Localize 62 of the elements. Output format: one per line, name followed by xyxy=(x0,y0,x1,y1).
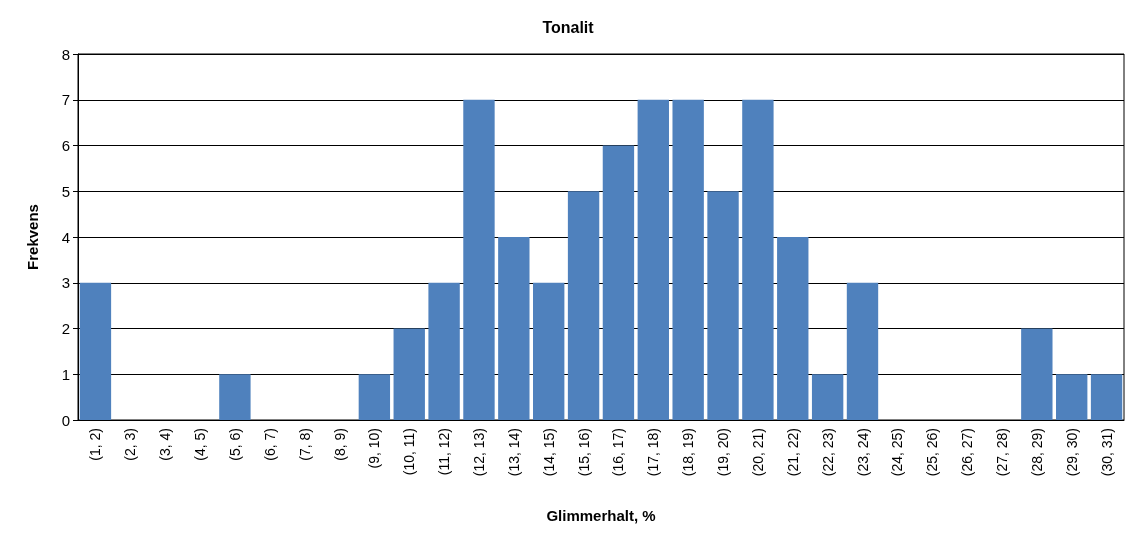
x-tick-label: (1, 2) xyxy=(87,428,104,461)
y-axis-title: Frekvens xyxy=(24,204,41,270)
bar xyxy=(811,374,844,420)
x-tick-label: (10, 11) xyxy=(401,428,418,476)
y-tick-label: 0 xyxy=(61,411,70,429)
bar xyxy=(1056,374,1088,420)
x-tick-label: (4, 5) xyxy=(192,428,209,461)
x-tick-label: (9, 10) xyxy=(366,428,383,469)
x-tick-label: (29, 30) xyxy=(1063,428,1080,477)
x-tick-label: (16, 17) xyxy=(610,428,627,477)
x-tick-label: (20, 21) xyxy=(749,428,766,477)
bar xyxy=(742,99,774,420)
x-tick-label: (8, 9) xyxy=(331,428,348,461)
bar xyxy=(777,237,809,420)
bar xyxy=(672,99,704,420)
x-tick-label: (13, 14) xyxy=(505,428,522,477)
x-tick-label: (30, 31) xyxy=(1098,428,1115,477)
x-tick-label: (19, 20) xyxy=(715,428,732,477)
bar xyxy=(1021,328,1053,420)
bar xyxy=(498,237,530,420)
x-tick-label: (28, 29) xyxy=(1028,428,1045,477)
x-tick-label: (26, 27) xyxy=(959,428,976,477)
y-tick-label: 8 xyxy=(61,45,70,63)
y-tick-label: 2 xyxy=(61,320,70,337)
x-tick-label: (3, 4) xyxy=(157,428,174,461)
bar xyxy=(393,328,425,420)
bar xyxy=(1090,374,1123,420)
bar xyxy=(602,145,635,420)
y-tick-label: 5 xyxy=(61,182,70,200)
y-tick-label: 7 xyxy=(61,91,70,109)
bar xyxy=(219,374,251,420)
bar xyxy=(463,99,495,420)
x-tick-label: (18, 19) xyxy=(680,428,697,477)
x-tick-label: (22, 23) xyxy=(819,428,836,477)
y-tick-label: 4 xyxy=(61,228,70,246)
bar xyxy=(637,99,669,420)
x-tick-label: (12, 13) xyxy=(470,428,487,477)
y-tick-label: 1 xyxy=(61,365,70,383)
x-tick-label: (17, 18) xyxy=(645,428,662,477)
bar xyxy=(358,374,391,420)
x-tick-label: (23, 24) xyxy=(854,428,871,477)
y-tick-label: 6 xyxy=(61,137,70,154)
x-tick-label: (24, 25) xyxy=(889,428,906,477)
x-tick-label: (25, 26) xyxy=(924,428,941,477)
x-tick-label: (2, 3) xyxy=(122,428,139,461)
bar xyxy=(533,282,565,420)
x-tick-label: (7, 8) xyxy=(296,428,313,461)
y-tick-label: 3 xyxy=(61,274,70,292)
x-tick-label: (27, 28) xyxy=(993,428,1010,477)
x-axis-title: Glimmerhalt, % xyxy=(546,507,656,524)
x-tick-label: (14, 15) xyxy=(540,428,557,477)
x-tick-label: (11, 12) xyxy=(436,428,453,476)
bar xyxy=(846,282,879,420)
bar xyxy=(428,282,460,420)
x-tick-label: (21, 22) xyxy=(784,428,801,477)
bar xyxy=(79,282,112,420)
chart-title: Tonalit xyxy=(542,18,595,36)
bar xyxy=(707,191,739,420)
x-tick-label: (5, 6) xyxy=(226,428,243,461)
bar xyxy=(567,191,600,420)
x-tick-label: (6, 7) xyxy=(261,428,278,461)
x-tick-label: (15, 16) xyxy=(575,428,592,477)
